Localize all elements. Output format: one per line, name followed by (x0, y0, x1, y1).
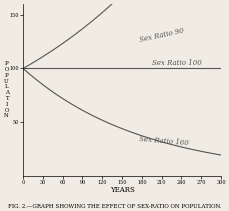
Text: Sex Ratio 160: Sex Ratio 160 (138, 135, 188, 148)
Y-axis label: P
O
P
U
L
A
T
I
O
N: P O P U L A T I O N (4, 61, 9, 119)
X-axis label: YEARS: YEARS (109, 186, 134, 194)
Text: Sex Ratio 90: Sex Ratio 90 (138, 26, 184, 44)
Text: FIG. 2.—GRAPH SHOWING THE EFFECT OF SEX-RATIO ON POPULATION.: FIG. 2.—GRAPH SHOWING THE EFFECT OF SEX-… (8, 204, 221, 209)
Text: Sex Ratio 100: Sex Ratio 100 (151, 59, 201, 67)
